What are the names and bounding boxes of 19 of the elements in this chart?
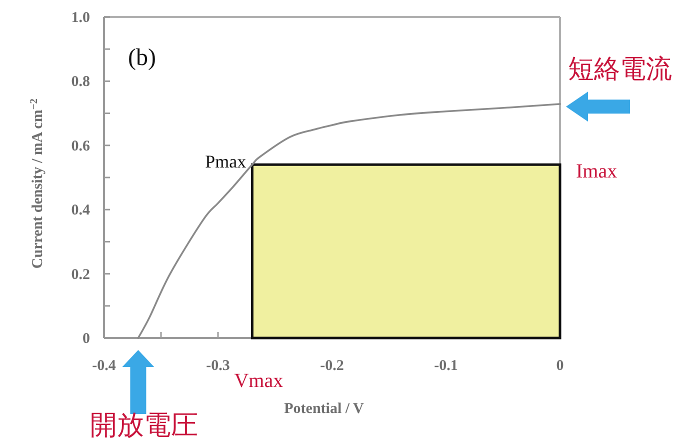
y-tick-label: 0.6 — [71, 138, 90, 154]
y-tick-label: 1.0 — [71, 10, 90, 26]
annotation: 短絡電流 — [568, 54, 672, 84]
annotation: Vmax — [234, 370, 284, 392]
x-tick-label: -0.3 — [206, 358, 230, 374]
x-tick-label: -0.2 — [320, 358, 344, 374]
x-axis-title: Potential / V — [284, 401, 364, 417]
annotation: Imax — [576, 160, 618, 183]
x-tick-label: -0.1 — [434, 358, 458, 374]
annotation: (b) — [128, 45, 156, 71]
line-series — [137, 103, 561, 339]
y-tick-label: 0.2 — [71, 266, 90, 283]
y-tick-label: 0 — [82, 331, 90, 347]
y-tick-label: 0.8 — [71, 74, 90, 90]
annotation: 開放電圧 — [90, 410, 198, 440]
annotation: Pmax — [205, 152, 246, 172]
x-tick-label: 0 — [556, 358, 564, 374]
x-tick-label: -0.4 — [92, 358, 116, 374]
y-tick-label: 0.4 — [71, 202, 90, 219]
